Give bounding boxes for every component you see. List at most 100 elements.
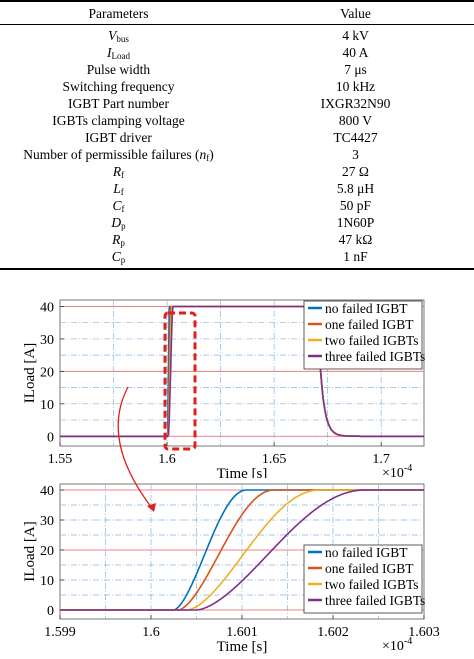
value-cell: 27 Ω [342, 164, 369, 179]
table-row: Dp 1N60P [0, 214, 474, 231]
parameter-cell: IGBTs clamping voltage [0, 112, 237, 129]
parameter-cell: Pulse width [0, 61, 237, 78]
y-tick-label: 20 [40, 544, 54, 559]
x-tick-label: 1.7 [372, 452, 390, 467]
value-cell: 3 [352, 147, 359, 162]
x-axis-label: Time [s] [217, 466, 268, 478]
x-tick-label: 1.65 [262, 452, 287, 467]
parameter-symbol: L [113, 181, 121, 196]
parameter-cell: IGBT Part number [0, 95, 237, 112]
x-tick-label: 1.602 [317, 625, 349, 640]
table-top-rule [0, 0, 474, 2]
header-parameters: Parameters [88, 6, 149, 21]
x-multiplier-exponent: -4 [404, 636, 412, 647]
value-cell: TC4427 [333, 130, 378, 145]
zoom-chart: 1.599 1.6 1.601 1.602 1.603 0 10 20 30 40 Time [s]… [22, 483, 440, 655]
value-cell: 47 kΩ [338, 232, 373, 247]
legend-label: no failed IGBT [325, 545, 408, 560]
value-cell: 10 kHz [335, 79, 376, 94]
parameter-symbol: D [111, 215, 122, 230]
parameter-symbol: R [112, 164, 122, 179]
parameter-subscript: p [120, 255, 126, 265]
parameter-text: ) [209, 147, 214, 162]
y-axis-label: ILoad [A] [22, 521, 38, 581]
table-row: Rp 47 kΩ [0, 231, 474, 248]
table-row: Vbus 4 kV [0, 27, 474, 44]
parameter-subscript: f [121, 170, 125, 180]
parameter-cell: Lf [0, 180, 237, 197]
parameter-cell: Number of permissible failures (nf) [0, 146, 237, 163]
x-tick-label: 1.601 [226, 625, 258, 640]
table-row: Rf 27 Ω [0, 163, 474, 180]
y-tick-label: 40 [40, 300, 54, 315]
value-cell: 50 pF [339, 198, 372, 213]
y-tick-label: 10 [40, 398, 54, 413]
table-row: Pulse width 7 μs [0, 61, 474, 78]
legend-label: one failed IGBT [325, 561, 414, 576]
x-axis-label: Time [s] [217, 639, 268, 655]
legend-box [303, 544, 423, 614]
parameter-symbol: C [111, 249, 121, 264]
value-cell: 1 nF [343, 249, 368, 264]
legend-label: two failed IGBTs [325, 333, 419, 348]
table-row: IGBT driver TC4427 [0, 129, 474, 146]
parameter-text: Pulse width [86, 62, 151, 77]
table-row: IGBT Part number IXGR32N90 [0, 95, 474, 112]
value-cell: 800 V [338, 113, 373, 128]
parameter-symbol: I [107, 45, 112, 60]
parameter-text: IGBT driver [85, 130, 152, 145]
value-cell: IXGR32N90 [320, 96, 391, 111]
legend-label: no failed IGBT [325, 301, 408, 316]
parameter-cell: Vbus [0, 27, 237, 44]
x-tick-label: 1.6 [142, 625, 160, 640]
table-row: Number of permissible failures (nf) 3 [0, 146, 474, 163]
header-value: Value [340, 6, 371, 21]
parameter-text: IGBTs clamping voltage [52, 113, 185, 128]
legend-label: two failed IGBTs [325, 577, 419, 592]
x-tick-label: 1.55 [48, 452, 73, 467]
parameter-subscript: p [120, 238, 125, 248]
table-header-row: Parameters Value [0, 5, 474, 22]
parameter-cell: Cp [0, 248, 237, 265]
parameter-cell: Cf [0, 197, 237, 214]
legend-label: three failed IGBTs [325, 349, 425, 364]
x-multiplier-exponent: -4 [404, 463, 412, 474]
parameter-text: Switching frequency [62, 79, 175, 94]
x-multiplier-base: ×10 [382, 639, 404, 654]
parameter-cell: ILoad [0, 44, 237, 61]
x-tick-label: 1.603 [408, 625, 440, 640]
table-row: Cf 50 pF [0, 197, 474, 214]
table-bottom-rule [0, 268, 474, 270]
y-tick-label: 10 [40, 574, 54, 589]
x-multiplier-base: ×10 [382, 466, 404, 478]
table-header-rule [0, 24, 474, 25]
parameter-cell: Rf [0, 163, 237, 180]
parameter-cell: Dp [0, 214, 237, 231]
table-row: Switching frequency 10 kHz [0, 78, 474, 95]
value-cell: 40 A [342, 45, 369, 60]
table-row: Cp 1 nF [0, 248, 474, 265]
x-tick-label: 1.6 [158, 452, 176, 467]
legend-box [303, 300, 423, 370]
parameter-subscript: f [121, 204, 125, 214]
x-tick-label: 1.599 [44, 625, 76, 640]
table-row: ILoad 40 A [0, 44, 474, 61]
parameter-text: Number of permissible failures ( [23, 147, 200, 162]
parameter-cell: IGBT driver [0, 129, 237, 146]
y-tick-label: 20 [40, 365, 54, 380]
overview-chart: 1.55 1.6 1.65 1.7 0 10 20 30 40 Time [s] ILoad [A]… [22, 299, 425, 478]
value-cell: 4 kV [342, 28, 369, 43]
parameter-symbol: n [199, 147, 207, 162]
series-line [60, 489, 424, 611]
parameter-subscript: f [206, 153, 210, 163]
parameter-cell: Switching frequency [0, 78, 237, 95]
table-row: IGBTs clamping voltage 800 V [0, 112, 474, 129]
y-tick-label: 30 [40, 333, 54, 348]
parameter-cell: Rp [0, 231, 237, 248]
table-row: Lf 5.8 μH [0, 180, 474, 197]
y-tick-label: 30 [40, 514, 54, 529]
y-tick-label: 0 [47, 604, 54, 619]
y-tick-label: 0 [47, 430, 54, 445]
